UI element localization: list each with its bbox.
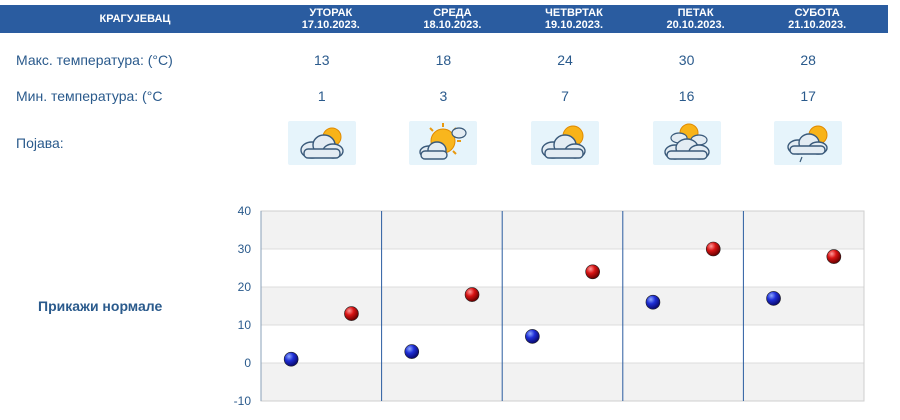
max-temp-value: 13 <box>314 52 330 68</box>
city-name: КРАГУЈЕВАЦ <box>99 13 171 25</box>
plot-band <box>261 363 864 401</box>
day-header: ЧЕТВРТАК 19.10.2023. <box>513 5 635 33</box>
y-tick-label: 10 <box>238 318 252 332</box>
min-temp-value: 17 <box>800 88 816 104</box>
day-name: СРЕДА <box>433 7 472 19</box>
cloud-sun-icon <box>287 121 356 165</box>
max-temp-value: 30 <box>678 52 695 68</box>
min-temp-point <box>645 294 661 310</box>
max-temp-label: Макс. температура: (°C) <box>16 52 173 68</box>
day-name: УТОРАК <box>309 7 353 19</box>
min-temp-value: 16 <box>678 88 695 104</box>
plot-band <box>261 287 864 325</box>
max-temp-value: 18 <box>435 52 452 68</box>
phenomenon-row: Појава: <box>0 120 888 166</box>
day-date: 20.10.2023. <box>666 19 725 31</box>
day-header: СРЕДА 18.10.2023. <box>392 5 514 33</box>
max-temp-point <box>585 264 600 280</box>
cloud-sun-icon <box>530 121 599 165</box>
min-temp-row: Мин. температура: (°C 1 3 7 16 17 <box>0 86 888 106</box>
phenomenon-label: Појава: <box>16 135 64 151</box>
y-tick-label: 30 <box>238 242 252 256</box>
day-header: ПЕТАК 20.10.2023. <box>635 5 757 33</box>
min-temp-point <box>766 291 781 306</box>
min-temp-point <box>404 344 420 359</box>
day-name: ПЕТАК <box>677 7 714 19</box>
day-date: 21.10.2023. <box>788 19 847 31</box>
max-temp-point <box>826 249 842 264</box>
day-header: УТОРАК 17.10.2023. <box>270 5 392 33</box>
y-tick-label: 40 <box>238 204 252 218</box>
forecast-header: КРАГУЈЕВАЦ УТОРАК 17.10.2023. СРЕДА 18.1… <box>0 5 888 33</box>
max-temp-value: 24 <box>557 52 573 68</box>
day-name: ЧЕТВРТАК <box>545 7 603 19</box>
min-temp-label: Мин. температура: (°C <box>16 88 163 104</box>
min-temp-value: 7 <box>561 88 569 104</box>
plot-band <box>261 211 864 249</box>
cloud-sun-drizzle-icon <box>774 121 843 165</box>
y-tick-label: -10 <box>234 394 252 408</box>
sun-behind-clouds-icon <box>652 121 721 165</box>
day-header: СУБОТА 21.10.2023. <box>756 5 878 33</box>
day-date: 18.10.2023. <box>423 19 482 31</box>
y-tick-label: 20 <box>238 280 252 294</box>
show-normals-link[interactable]: Прикажи нормале <box>38 298 163 314</box>
min-temp-point <box>283 351 299 367</box>
sun-cloud-icon <box>409 121 478 165</box>
min-temp-point <box>525 329 540 344</box>
day-date: 17.10.2023. <box>301 19 360 31</box>
max-temp-point <box>464 287 480 302</box>
max-temp-point <box>344 306 359 321</box>
day-name: СУБОТА <box>794 7 840 19</box>
y-tick-label: 0 <box>244 356 251 370</box>
max-temp-row: Макс. температура: (°C) 13 18 24 30 28 <box>0 50 888 70</box>
max-temp-value: 28 <box>800 52 816 68</box>
max-temp-point <box>705 241 721 257</box>
day-date: 19.10.2023. <box>544 19 604 31</box>
min-temp-value: 3 <box>439 88 448 104</box>
min-temp-value: 1 <box>317 88 326 104</box>
